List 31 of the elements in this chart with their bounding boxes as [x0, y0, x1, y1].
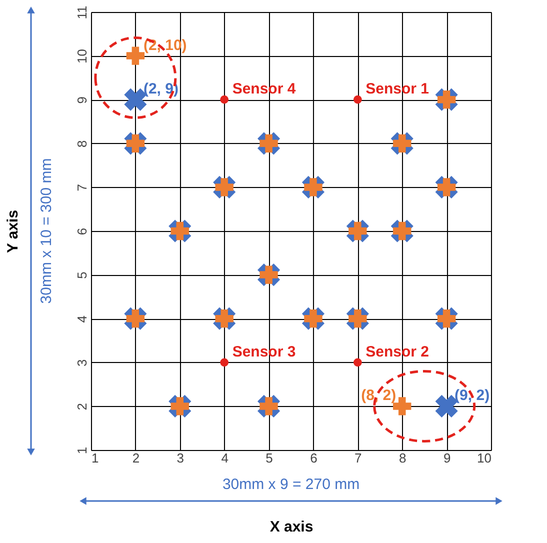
- text: 30mm x 9 = 270 mm: [222, 476, 360, 493]
- y-tick-label: 2: [74, 403, 90, 410]
- annotation: (8, 2): [361, 387, 396, 404]
- x-tick-label: 1: [92, 450, 99, 466]
- y-tick-label: 7: [74, 184, 90, 192]
- point: [220, 358, 229, 367]
- y-tick-label: 9: [74, 96, 90, 104]
- x-tick-label: 10: [477, 450, 492, 466]
- y-tick-label: 3: [74, 359, 90, 367]
- text: 30mm x 10 = 300 mm: [38, 158, 55, 304]
- x-axis-title: X axis: [270, 518, 314, 536]
- x-tick-label: 4: [221, 450, 228, 466]
- y-tick-label: 8: [74, 140, 90, 148]
- point: [353, 95, 362, 104]
- y-tick-label: 10: [74, 49, 90, 64]
- x-tick-label: 8: [398, 450, 406, 466]
- point: [353, 358, 362, 367]
- x-tick-label: 2: [132, 450, 140, 466]
- point: [126, 46, 145, 65]
- y-tick-label: 11: [74, 6, 90, 20]
- point: [220, 95, 229, 104]
- y-tick-label: 5: [74, 272, 90, 279]
- annotation: (9, 2): [454, 387, 490, 404]
- x-tick-label: 3: [176, 450, 184, 466]
- y-tick-label: 4: [74, 315, 90, 323]
- x-tick-label: 7: [354, 450, 362, 466]
- y-tick-label: 6: [74, 228, 90, 236]
- y-axis-title: Y axis: [4, 210, 22, 254]
- x-tick-label: 5: [266, 450, 273, 466]
- x-tick-label: 6: [310, 450, 318, 466]
- x-tick-label: 9: [443, 450, 451, 466]
